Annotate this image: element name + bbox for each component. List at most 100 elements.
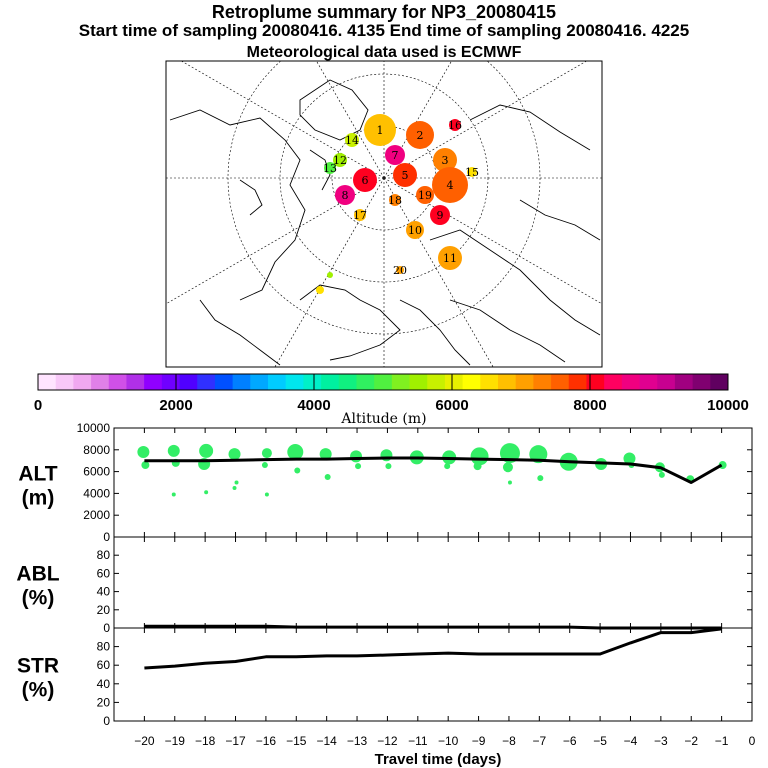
x-tick-label: −19 — [165, 734, 186, 748]
x-tick-label: −6 — [563, 734, 577, 748]
x-tick-label: −9 — [472, 734, 486, 748]
x-tick-label: −3 — [654, 734, 668, 748]
altitude-marker — [658, 471, 665, 478]
colorbar-swatch — [427, 374, 446, 390]
x-tick-label: −7 — [532, 734, 546, 748]
altitude-marker — [473, 462, 482, 471]
colorbar-swatch — [268, 374, 287, 390]
colorbar-swatch — [179, 374, 198, 390]
panel-unit: (%) — [22, 587, 55, 610]
colorbar-swatch — [551, 374, 570, 390]
y-tick-label: 40 — [97, 677, 111, 691]
plume-dot — [406, 121, 434, 149]
y-tick-label: 80 — [97, 640, 111, 654]
met-data-note: Meteorological data used is ECMWF — [246, 44, 522, 61]
x-tick-label: −11 — [408, 734, 428, 748]
colorbar-swatch — [144, 374, 163, 390]
colorbar-swatch — [214, 374, 234, 390]
plume-day-label: 11 — [443, 252, 457, 265]
altitude-marker — [355, 463, 362, 470]
panel-label: STR — [17, 655, 59, 678]
colorbar-swatch — [391, 374, 410, 390]
altitude-marker — [294, 467, 301, 474]
plume-day-label: 8 — [342, 189, 349, 202]
x-tick-label: −18 — [195, 734, 216, 748]
plume-day-label: 19 — [418, 189, 432, 202]
colorbar-swatch — [674, 374, 694, 390]
plume-dot — [324, 162, 336, 174]
x-tick-label: −5 — [593, 734, 607, 748]
y-tick-label: 60 — [97, 658, 111, 672]
altitude-marker — [350, 450, 363, 463]
colorbar-swatch — [444, 374, 464, 390]
altitude-marker — [470, 447, 489, 466]
colorbar-swatch — [409, 374, 428, 390]
x-tick-label: −12 — [377, 734, 398, 748]
meridian-line — [180, 61, 385, 179]
altitude-marker — [264, 492, 269, 497]
colorbar-swatch — [692, 374, 711, 390]
plume-dot — [449, 119, 461, 131]
y-tick-label: 2000 — [83, 508, 110, 522]
x-tick-label: −15 — [286, 734, 307, 748]
x-tick-label: −8 — [502, 734, 516, 748]
colorbar-swatch — [38, 374, 57, 390]
map-coastlines — [169, 79, 601, 366]
x-tick-label: −13 — [347, 734, 368, 748]
coastline — [429, 229, 601, 336]
coastline — [299, 79, 369, 141]
y-tick-label: 60 — [97, 566, 111, 580]
altitude-marker — [167, 444, 180, 457]
plume-dot — [316, 286, 324, 294]
x-tick-label: 0 — [749, 734, 756, 748]
plume-day-label: 15 — [465, 166, 479, 179]
colorbar-swatch — [161, 374, 180, 390]
plume-day-label: 1 — [377, 124, 384, 137]
altitude-marker — [204, 490, 209, 495]
altitude-marker — [502, 462, 513, 473]
colorbar-swatch — [108, 374, 127, 390]
colorbar-swatch — [232, 374, 251, 390]
plume-day-label: 9 — [437, 209, 444, 222]
panel-frame — [113, 427, 753, 538]
plume-dot — [385, 145, 405, 165]
plume-dot — [406, 221, 424, 239]
plume-dot — [430, 205, 450, 225]
median-line — [144, 627, 722, 670]
plume-day-label: 7 — [392, 149, 399, 162]
coastline — [399, 299, 471, 366]
plume-day-label: 2 — [417, 129, 424, 142]
panel-label: ALT — [18, 463, 57, 486]
x-tick-label: −1 — [715, 734, 729, 748]
plume-day-label: 16 — [448, 119, 462, 132]
x-tick-label: −4 — [624, 734, 638, 748]
x-tick-label: −10 — [438, 734, 459, 748]
plume-dot — [353, 168, 377, 192]
colorbar-swatch — [303, 374, 322, 390]
colorbar-swatch — [710, 374, 729, 390]
panel-unit: (m) — [22, 487, 55, 510]
altitude-marker — [261, 462, 268, 469]
colorbar-swatch — [657, 374, 676, 390]
plume-dot — [335, 185, 355, 205]
plume-day-label: 13 — [323, 162, 337, 175]
plume-dot — [354, 209, 366, 221]
sampling-times: Start time of sampling 20080416. 4135 En… — [78, 21, 690, 40]
plume-day-label: 10 — [408, 224, 422, 237]
abl-panel: 0 20 40 60 80 ABL(%) — [16, 536, 753, 635]
colorbar-swatch — [356, 374, 375, 390]
y-tick-label: 4000 — [83, 486, 110, 500]
plume-dot — [327, 272, 333, 278]
colorbar-swatch — [250, 374, 269, 390]
colorbar-tick-label: 6000 — [435, 397, 468, 414]
plume-day-label: 6 — [362, 174, 369, 187]
colorbar-swatch — [568, 374, 587, 390]
colorbar-swatch — [338, 374, 357, 390]
colorbar-tick-label: 2000 — [159, 397, 192, 414]
meridian-line — [316, 61, 385, 179]
altitude-marker — [537, 475, 544, 482]
colorbar-swatch — [321, 374, 340, 390]
plume-dot — [393, 163, 417, 187]
